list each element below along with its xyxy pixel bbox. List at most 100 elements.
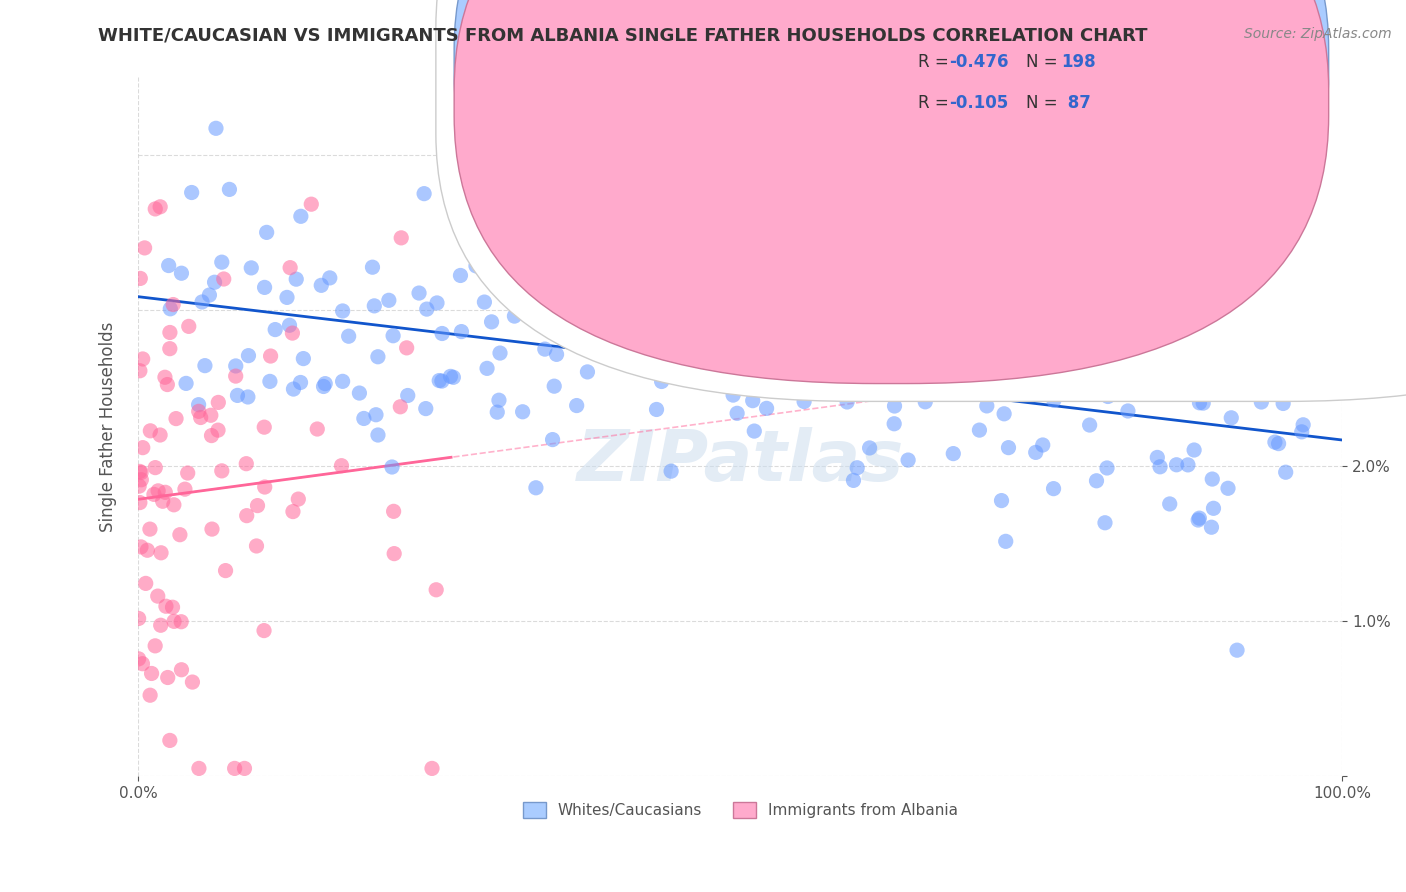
- Point: [236, 390, 259, 404]
- Point: [950, 307, 973, 321]
- Point: [724, 305, 747, 319]
- Point: [149, 618, 172, 632]
- Point: [842, 474, 865, 488]
- Point: [363, 299, 385, 313]
- Point: [1047, 359, 1070, 373]
- Point: [361, 260, 384, 275]
- Point: [198, 288, 221, 302]
- Point: [751, 378, 773, 392]
- Point: [259, 375, 281, 389]
- Point: [416, 302, 439, 317]
- Point: [169, 527, 191, 541]
- Text: ZIPatlas: ZIPatlas: [576, 427, 904, 496]
- Point: [1059, 342, 1081, 356]
- Point: [475, 361, 498, 376]
- Point: [177, 319, 200, 334]
- Point: [146, 483, 169, 498]
- Point: [970, 344, 993, 359]
- Point: [1202, 501, 1225, 516]
- Point: [645, 402, 668, 417]
- Point: [430, 374, 453, 388]
- Point: [159, 733, 181, 747]
- Point: [745, 266, 768, 280]
- Text: R =: R =: [918, 94, 955, 112]
- Point: [256, 226, 278, 240]
- Point: [187, 398, 209, 412]
- Point: [499, 282, 522, 296]
- Point: [238, 349, 260, 363]
- Point: [1274, 465, 1296, 479]
- Point: [276, 290, 298, 304]
- Point: [1241, 269, 1264, 284]
- Point: [512, 405, 534, 419]
- Point: [174, 376, 197, 391]
- Point: [225, 359, 247, 373]
- Point: [131, 473, 153, 487]
- Point: [382, 328, 405, 343]
- Point: [163, 615, 186, 629]
- Point: [389, 231, 412, 245]
- Point: [935, 380, 957, 394]
- Point: [278, 318, 301, 333]
- Point: [741, 393, 763, 408]
- Point: [1201, 520, 1223, 534]
- Point: [129, 540, 152, 554]
- Point: [285, 272, 308, 286]
- Point: [882, 304, 904, 318]
- Point: [659, 464, 682, 478]
- Point: [149, 200, 172, 214]
- Point: [752, 357, 775, 371]
- Point: [1153, 376, 1175, 390]
- Text: N =: N =: [1026, 54, 1063, 71]
- Point: [307, 422, 329, 436]
- Point: [367, 350, 389, 364]
- Point: [142, 487, 165, 501]
- Point: [131, 657, 153, 671]
- Point: [1177, 458, 1199, 472]
- Point: [134, 241, 156, 255]
- Point: [143, 202, 166, 216]
- Point: [132, 351, 155, 366]
- Point: [763, 340, 786, 354]
- Point: [180, 186, 202, 200]
- Point: [381, 460, 404, 475]
- Point: [187, 404, 209, 418]
- Point: [165, 411, 187, 425]
- Point: [522, 296, 544, 310]
- Point: [245, 539, 267, 553]
- Point: [425, 582, 447, 597]
- Point: [1250, 395, 1272, 409]
- Point: [990, 493, 1012, 508]
- Point: [159, 326, 181, 340]
- Point: [883, 324, 905, 338]
- Point: [1188, 396, 1211, 410]
- Point: [281, 505, 304, 519]
- Point: [527, 117, 550, 131]
- Point: [1032, 438, 1054, 452]
- Point: [1192, 396, 1215, 410]
- Point: [1272, 396, 1295, 410]
- Point: [156, 671, 179, 685]
- Point: [349, 386, 371, 401]
- Point: [240, 260, 263, 275]
- Point: [152, 494, 174, 508]
- Point: [181, 675, 204, 690]
- Point: [1187, 513, 1209, 527]
- Point: [177, 466, 200, 480]
- Point: [1267, 436, 1289, 450]
- Point: [1226, 643, 1249, 657]
- Point: [139, 522, 162, 536]
- Point: [389, 400, 412, 414]
- Point: [430, 326, 453, 341]
- Point: [163, 498, 186, 512]
- Point: [515, 195, 537, 210]
- Point: [598, 296, 620, 310]
- Point: [1084, 301, 1107, 316]
- Point: [155, 599, 177, 614]
- Point: [1080, 287, 1102, 301]
- Point: [264, 322, 287, 336]
- Point: [742, 424, 765, 438]
- Point: [846, 460, 869, 475]
- Point: [555, 331, 578, 345]
- Point: [1085, 352, 1108, 367]
